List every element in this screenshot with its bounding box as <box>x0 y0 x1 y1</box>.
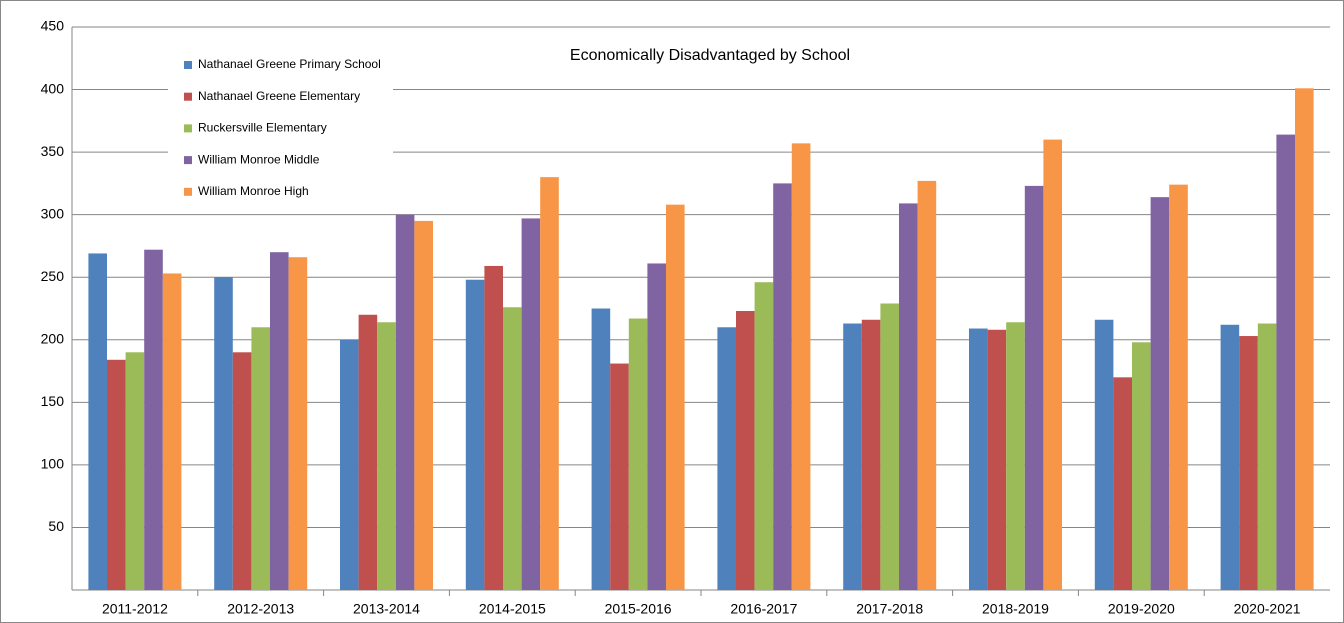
x-tick-label: 2012-2013 <box>227 601 294 617</box>
bar <box>270 252 289 590</box>
bar <box>1257 323 1277 590</box>
y-tick-label: 250 <box>41 268 65 284</box>
legend-swatch <box>184 124 192 133</box>
bar <box>628 318 648 590</box>
bar <box>880 303 899 590</box>
bar <box>465 279 485 590</box>
bar <box>377 322 396 590</box>
x-tick-label: 2015-2016 <box>605 601 672 617</box>
bar <box>1295 88 1314 590</box>
bar <box>899 203 918 590</box>
y-tick-label: 400 <box>41 80 65 96</box>
bar <box>1132 342 1151 590</box>
bar <box>1150 197 1170 590</box>
bar <box>1024 185 1044 590</box>
x-tick-label: 2016-2017 <box>730 601 797 617</box>
bar <box>591 308 611 590</box>
bar <box>414 220 433 590</box>
bar <box>861 319 881 590</box>
bar <box>1043 139 1062 590</box>
y-tick-label: 300 <box>41 205 65 221</box>
bar <box>1220 324 1240 590</box>
bar <box>1276 134 1295 590</box>
bar <box>1239 336 1258 590</box>
bar <box>736 311 755 590</box>
x-tick-label: 2020-2021 <box>1234 601 1301 617</box>
x-tick-label: 2014-2015 <box>479 601 546 617</box>
bar <box>1113 377 1132 590</box>
bar <box>666 204 685 590</box>
bar <box>521 218 541 591</box>
x-tick-label: 2019-2020 <box>1108 601 1175 617</box>
bar <box>484 265 503 590</box>
bar <box>288 257 308 590</box>
bar <box>162 273 182 590</box>
legend-label: Nathanael Greene Elementary <box>198 89 360 103</box>
bar <box>754 282 774 590</box>
bar <box>1094 319 1114 590</box>
legend-swatch <box>184 156 192 165</box>
y-tick-label: 50 <box>48 518 64 534</box>
bar <box>647 263 666 590</box>
bar <box>1006 322 1025 590</box>
y-tick-label: 100 <box>41 456 65 472</box>
bar <box>773 183 792 590</box>
bar <box>251 327 270 590</box>
legend-swatch <box>184 92 192 101</box>
legend-label: Ruckersville Elementary <box>198 121 327 135</box>
bar <box>969 328 988 590</box>
bar <box>214 277 233 590</box>
bar <box>791 143 811 590</box>
bar <box>144 249 163 590</box>
legend-label: William Monroe High <box>198 184 309 198</box>
legend-swatch <box>184 61 192 69</box>
x-tick-label: 2011-2012 <box>102 601 168 617</box>
y-tick-label: 350 <box>41 143 65 159</box>
y-tick-label: 200 <box>41 330 65 346</box>
x-tick-label: 2013-2014 <box>353 601 420 617</box>
bar <box>395 214 415 590</box>
bar <box>717 327 736 590</box>
bar <box>358 314 378 590</box>
x-tick-label: 2017-2018 <box>856 601 923 617</box>
bar <box>540 177 559 590</box>
y-tick-label: 150 <box>41 393 65 409</box>
bar <box>125 352 145 590</box>
legend-box <box>168 48 393 206</box>
legend-label: William Monroe Middle <box>198 152 320 166</box>
bar <box>917 180 937 591</box>
y-tick-label: 450 <box>41 18 65 34</box>
chart-title: Economically Disadvantaged by School <box>570 47 850 64</box>
bar <box>610 363 629 590</box>
bar <box>232 352 252 590</box>
bar <box>987 329 1007 590</box>
bar <box>88 253 107 590</box>
bar <box>340 339 359 590</box>
bar <box>503 307 522 590</box>
x-tick-label: 2018-2019 <box>982 601 1049 617</box>
bar <box>1169 184 1188 590</box>
bar <box>843 323 862 590</box>
legend-swatch <box>184 187 192 196</box>
legend-label: Nathanael Greene Primary School <box>198 57 381 71</box>
bar <box>107 359 126 590</box>
